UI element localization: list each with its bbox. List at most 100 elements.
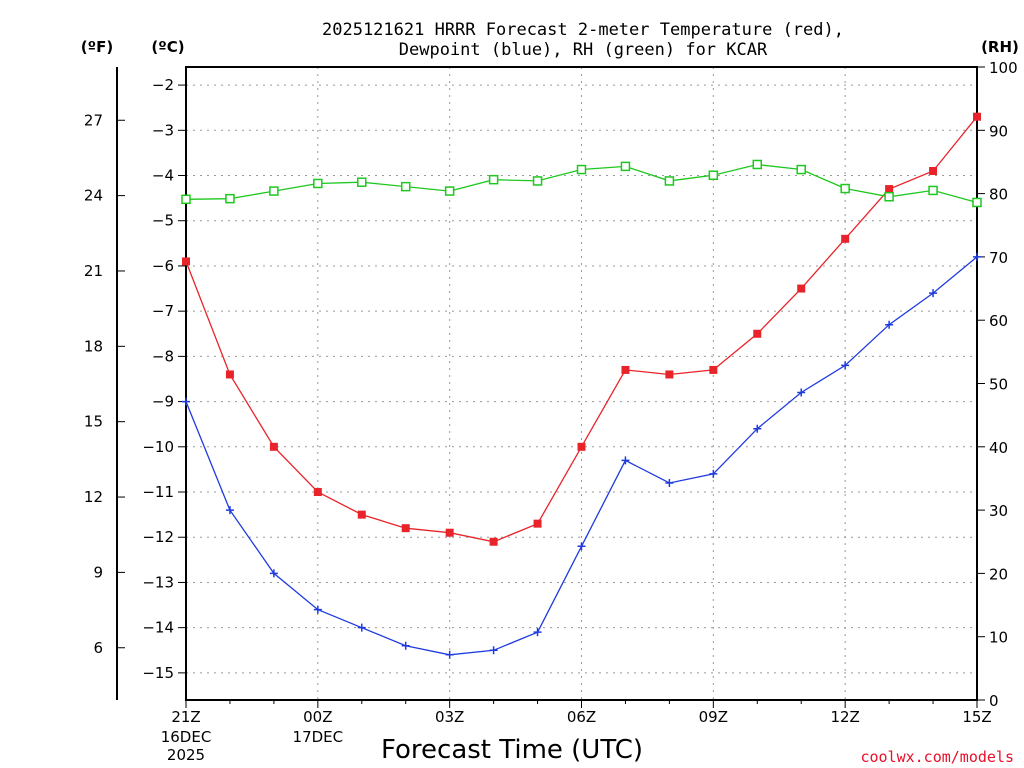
temperature-point [533,519,542,528]
dewpoint-point [797,388,806,397]
celsius-tick-label: −15 [142,664,174,682]
rh-point [796,164,806,175]
credit-link[interactable]: coolwx.com/models [860,748,1014,766]
rh-point [444,186,455,196]
dewpoint-point [533,628,542,637]
rh-tick-label: 10 [989,629,1008,647]
celsius-tick-label: −5 [152,212,174,230]
temperature-point [753,329,762,338]
rh-point [972,197,982,208]
temperature-point [401,524,410,533]
dewpoint-point [841,361,850,370]
dewpoint-point [313,605,322,614]
celsius-tick-label: −10 [142,438,174,456]
temperature-point [709,365,718,374]
fahrenheit-tick-label: 6 [93,639,103,657]
rh-tick-label: 0 [989,692,999,710]
x-tick-label: 03Z [435,708,464,726]
dewpoint-point [885,320,894,329]
fahrenheit-unit-label: (ºF) [81,38,113,56]
fahrenheit-tick-label: 27 [84,111,103,129]
dewpoint-point [665,478,674,487]
rh-point [928,185,938,196]
dewpoint-point [401,641,410,650]
celsius-tick-label: −8 [152,347,174,365]
celsius-tick-label: −11 [142,483,174,501]
temperature-point [313,488,322,497]
rh-point [620,161,631,172]
axes: −2 −3 −4 −5 −6 −7 −8 −9 −10 −11 −12 −13 −14 −15 27 24 21… [84,59,1018,764]
rh-point [269,186,279,196]
rh-point [840,183,850,194]
rh-point [752,159,763,170]
rh-point [532,176,543,186]
rh-tick-label: 30 [989,502,1008,520]
celsius-tick-label: −3 [152,121,174,139]
rh-tick-label: 70 [989,249,1008,267]
celsius-tick-label: −14 [142,619,174,637]
rh-point [664,176,675,186]
dewpoint-point [269,569,278,578]
dewpoint-point [182,397,190,406]
dewpoint-point [357,623,366,632]
celsius-tick-label: −7 [152,302,174,320]
fahrenheit-tick-label: 12 [84,488,103,506]
temperature-point [929,166,938,175]
chart-title-line-1: 2025121621 HRRR Forecast 2-meter Tempera… [322,20,844,40]
rh-point [225,193,235,204]
dewpoint-point [973,252,981,261]
rh-tick-label: 90 [989,122,1008,140]
x-tick-label: 15Z [962,708,991,726]
rh-point [357,177,367,187]
fahrenheit-tick-label: 9 [93,563,103,581]
celsius-tick-label: −2 [152,76,174,94]
grid [186,67,977,700]
rh-point [576,164,587,175]
dewpoint-point [709,469,718,478]
temperature-point [841,234,850,243]
temperature-point [489,537,498,546]
rh-point [181,194,191,205]
dewpoint-point [489,646,498,655]
x-tick-label: 06Z [567,708,596,726]
dewpoint-point [445,650,454,659]
rh-tick-label: 60 [989,312,1008,330]
rh-tick-label: 100 [989,59,1018,77]
celsius-tick-label: −12 [142,528,174,546]
series [181,112,982,659]
rh-point [708,170,719,180]
celsius-tick-label: −4 [152,167,174,185]
temperature-point [885,185,894,194]
fahrenheit-tick-label: 21 [84,262,103,280]
chart-title-line-2: Dewpoint (blue), RH (green) for KCAR [399,40,768,60]
fahrenheit-tick-label: 15 [84,413,103,431]
temperature-point [665,370,674,379]
x-tick-date-label: 17DEC [293,728,344,746]
x-tick-label: 12Z [830,708,859,726]
rh-point [313,178,323,189]
temperature-point [269,442,278,451]
temperature-point [445,528,454,537]
rh-tick-label: 50 [989,376,1008,394]
temperature-point [225,370,234,379]
celsius-unit-label: (ºC) [151,38,184,56]
rh-tick-label: 20 [989,565,1008,583]
x-tick-label: 09Z [699,708,728,726]
temperature-point [357,510,366,519]
dewpoint-point [621,456,630,465]
fahrenheit-tick-label: 18 [84,337,103,355]
temperature-point [182,257,190,266]
rh-tick-label: 80 [989,186,1008,204]
celsius-tick-label: −13 [142,573,174,591]
temperature-point [621,365,630,374]
dewpoint-point [753,424,762,433]
temperature-point [797,284,806,293]
rh-point [488,174,499,185]
rh-point [400,181,411,192]
temperature-point [577,442,586,451]
temperature-point [973,112,981,121]
rh-point [884,192,894,202]
rh-tick-label: 40 [989,439,1008,457]
dewpoint-point [225,506,234,515]
